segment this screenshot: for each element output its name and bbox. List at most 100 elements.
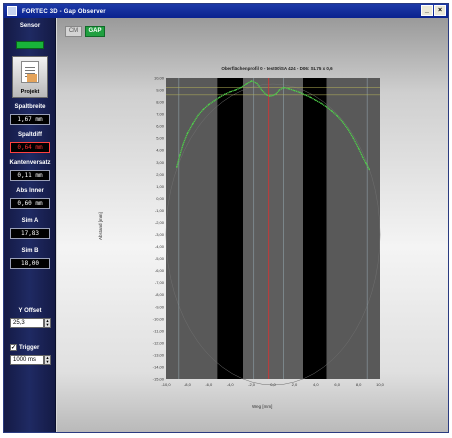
profile-point [208,103,210,106]
profile-point [197,114,199,117]
window-title: FORTEC 3D - Gap Observer [22,9,106,15]
y-tick-label: 4,00 [156,148,165,153]
y-tick-label: 9,00 [156,88,165,93]
y-offset-input[interactable]: 25,3 [10,318,44,328]
sim-a-value: 17,83 [10,228,50,239]
profile-point [325,106,328,108]
y-tick-label: -6,00 [155,268,165,273]
profile-point [278,89,281,91]
y-tick-label: -7,00 [155,280,165,285]
x-tick-label: 10,0 [376,382,384,387]
field-label-spaltdiff: Spaltdiff [18,132,42,138]
profile-point [265,94,268,96]
profile-point [347,128,349,130]
x-tick-label: 4,0 [313,382,319,387]
field-label-kantenversatz: Kantenversatz [9,160,51,166]
field-label-sim-a: Sim A [21,218,39,224]
x-tick-label: 0,0 [270,382,276,387]
app-icon [7,6,17,16]
x-tick-label: 8,0 [356,382,362,387]
sensor-label: Sensor [19,23,41,29]
tab-gap[interactable]: GAP [85,26,105,37]
profile-point [202,108,205,111]
profile-point [179,154,181,156]
y-tick-label: 0,00 [156,196,165,201]
y-tick-label: -12,00 [153,340,165,345]
abs-inner-value: 0,60 mm [10,198,50,209]
y-tick-label: -1,00 [155,208,165,213]
profile-point [176,166,178,168]
y-tick-label: 1,00 [156,184,165,189]
field-label-abs-inner: Abs Inner [16,188,44,194]
trigger-interval-input[interactable]: 1000 ms [10,355,44,365]
x-tick-label: 6,0 [334,382,340,387]
profile-point [288,88,290,90]
projekt-label: Projekt [20,89,40,95]
trigger-interval-spinner[interactable]: ▲ ▼ [44,355,51,365]
y-tick-label: 2,00 [156,172,165,177]
profile-point [336,115,338,117]
main-panel: CM GAP Oberflächenprofil 0 - test00\SA 4… [57,18,448,432]
y-tick-label: 7,00 [156,112,165,117]
profile-point [213,100,215,102]
sensor-status-indicator [16,41,44,49]
profile-point [245,83,247,85]
profile-point [256,82,258,85]
trigger-checkbox[interactable]: ✓ [10,344,17,351]
profile-point [309,96,312,98]
kantenversatz-value: 0,11 mm [10,170,50,181]
profile-point [240,86,242,89]
profile-point [352,137,354,139]
profile-point [368,168,370,171]
y-tick-label: -11,00 [153,328,165,333]
y-tick-label: -3,00 [155,232,165,237]
x-tick-label: 2,0 [292,382,298,387]
x-tick-label: -6,0 [205,382,213,387]
profile-point [182,143,184,145]
profile-point [357,147,360,150]
profile-point [331,110,333,112]
x-tick-label: -8,0 [184,382,192,387]
dark-band-0 [217,78,244,379]
profile-point [224,93,226,95]
field-label-spaltbreite: Spaltbreite [14,104,46,110]
x-tick-label: -2,0 [248,382,256,387]
profile-point [186,132,189,135]
title-bar: FORTEC 3D - Gap Observer _ × [4,4,448,18]
profile-point [293,89,296,92]
y-tick-label: 6,00 [156,124,165,129]
y-tick-label: -14,00 [153,364,165,369]
projekt-button[interactable]: Projekt [12,56,48,98]
y-tick-label: -15,00 [153,377,165,382]
profile-point [362,156,364,159]
y-tick-label: -5,00 [155,256,165,261]
profile-point [304,94,306,96]
profile-point [315,99,317,101]
profile-point [269,95,271,97]
field-label-sim-b: Sim B [21,248,39,254]
y-tick-label: 8,00 [156,100,165,105]
profile-point [283,86,285,89]
profile-point [229,91,231,93]
close-button[interactable]: × [434,5,446,16]
sim-b-value: 18,00 [10,258,50,269]
y-axis-label: Abstand [mm] [98,212,103,240]
y-tick-label: -10,00 [153,316,165,321]
profile-point [218,96,221,98]
chart-title: Oberflächenprofil 0 - test00\SA 424 - D0… [221,66,333,71]
sidebar: Sensor Projekt Spaltbreite 1,67 mm Spalt… [4,18,56,432]
y-offset-spinner[interactable]: ▲ ▼ [44,318,51,328]
y-tick-label: 10,00 [154,76,165,81]
profile-point [272,94,274,97]
spaltbreite-value: 1,67 mm [10,114,50,125]
y-tick-label: -4,00 [155,244,165,249]
profile-point [320,102,322,104]
y-tick-label: -13,00 [153,352,165,357]
reference-circle [165,83,381,386]
x-tick-label: -10,0 [161,382,171,387]
tab-cm[interactable]: CM [65,26,82,37]
profile-point [261,89,263,92]
profile-point [341,121,344,123]
x-axis-label: Weg [mm] [252,404,273,409]
minimize-button[interactable]: _ [421,5,433,16]
